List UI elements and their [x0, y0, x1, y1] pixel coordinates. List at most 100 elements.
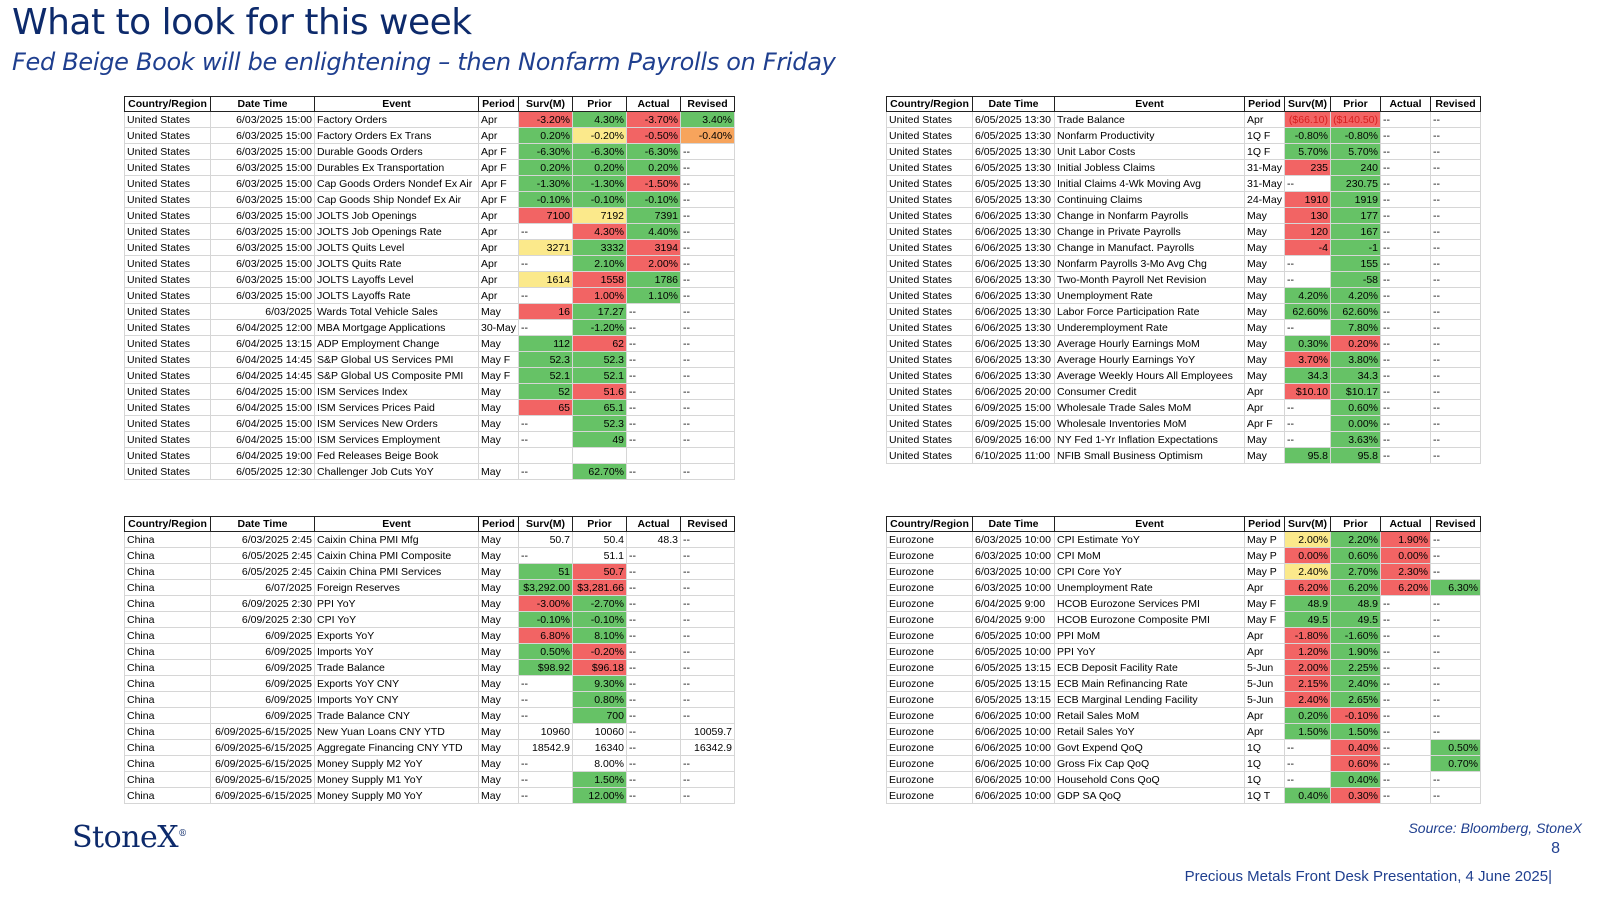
cell-survey: --	[518, 675, 573, 692]
cell-country: United States	[886, 351, 973, 368]
cell-datetime: 6/06/2025 10:00	[972, 739, 1055, 756]
cell-prior: 2.10%	[572, 255, 628, 272]
cell-period: May	[1243, 431, 1286, 448]
cell-prior: 62.60%	[1330, 303, 1382, 320]
cell-actual: --	[626, 643, 681, 660]
cell-revised: 3.40%	[680, 111, 736, 128]
table-row: Eurozone 6/03/2025 10:00 Unemployment Rate…	[886, 579, 1481, 596]
cell-prior: 0.60%	[1330, 755, 1381, 772]
column-header-country: Country/Region	[886, 96, 973, 112]
cell-event: Money Supply M2 YoY	[314, 755, 479, 772]
cell-actual: --	[626, 611, 681, 628]
cell-actual: --	[1380, 159, 1432, 176]
cell-revised: --	[1430, 723, 1481, 740]
cell-event: Durable Goods Orders	[314, 143, 479, 160]
column-header-event: Event	[1054, 516, 1245, 532]
cell-revised: --	[680, 271, 736, 288]
cell-country: China	[124, 723, 211, 740]
cell-revised: --	[1430, 223, 1482, 240]
cell-country: United States	[886, 207, 973, 224]
cell-prior: 4.30%	[572, 223, 628, 240]
cell-prior: 0.60%	[1330, 547, 1381, 564]
cell-prior: 48.9	[1330, 595, 1381, 612]
cell-revised: --	[1430, 707, 1481, 724]
cell-event: Average Weekly Hours All Employees	[1054, 367, 1245, 384]
cell-event: Change in Private Payrolls	[1054, 223, 1245, 240]
cell-survey: --	[518, 255, 574, 272]
cell-prior: 7192	[572, 207, 628, 224]
cell-revised: --	[1430, 351, 1482, 368]
cell-survey: 2.40%	[1284, 691, 1331, 708]
table-row: China 6/09/2025-6/15/2025 Aggregate Financ…	[124, 739, 735, 756]
cell-prior: $96.18	[572, 659, 627, 676]
cell-actual: 7391	[626, 207, 682, 224]
cell-period: May F	[1244, 611, 1285, 628]
cell-survey: 65	[518, 399, 574, 416]
cell-event: ADP Employment Change	[314, 335, 479, 352]
cell-revised: --	[1430, 771, 1481, 788]
cell-datetime: 6/09/2025-6/15/2025	[210, 787, 315, 804]
cell-survey: --	[1284, 319, 1332, 336]
table-row: United States 6/06/2025 13:30 Average Week…	[886, 367, 1482, 384]
cell-country: China	[124, 627, 211, 644]
cell-actual: --	[1380, 143, 1432, 160]
cell-datetime: 6/03/2025 15:00	[210, 239, 315, 256]
column-header-event: Event	[1054, 96, 1245, 112]
cell-actual: --	[626, 383, 682, 400]
table-row: China 6/09/2025 Trade Balance CNY May -- 700-…	[124, 707, 735, 724]
cell-period: Apr	[477, 255, 520, 272]
cell-revised: --	[680, 415, 736, 432]
table-row: United States 6/04/2025 13:15 ADP Employme…	[124, 335, 736, 352]
cell-datetime: 6/04/2025 12:00	[210, 319, 315, 336]
cell-period: May	[477, 415, 520, 432]
cell-period: 1Q	[1244, 771, 1285, 788]
cell-actual: --	[1380, 383, 1432, 400]
cell-country: United States	[124, 175, 211, 192]
cell-revised: --	[1430, 787, 1481, 804]
cell-event: ISM Services Prices Paid	[314, 399, 479, 416]
cell-event: Foreign Reserves	[314, 579, 479, 596]
cell-survey: 0.20%	[1284, 707, 1331, 724]
table-row: China 6/09/2025 Exports YoY May 6.80% 8.10% --…	[124, 627, 735, 644]
cell-survey: ($66.10)	[1284, 111, 1332, 128]
cell-period: May F	[477, 351, 520, 368]
cell-country: Eurozone	[886, 771, 973, 788]
cell-revised: --	[1430, 415, 1482, 432]
cell-period: Apr F	[1243, 415, 1286, 432]
cell-actual: -0.50%	[626, 127, 682, 144]
cell-actual: 1.90%	[1380, 531, 1431, 548]
cell-revised: --	[680, 223, 736, 240]
cell-event: JOLTS Layoffs Level	[314, 271, 479, 288]
cell-prior: 0.20%	[1330, 335, 1382, 352]
cell-event: Trade Balance	[314, 659, 479, 676]
cell-survey: 2.40%	[1284, 563, 1331, 580]
cell-survey: 6.80%	[518, 627, 573, 644]
cell-revised: --	[680, 351, 736, 368]
cell-actual: 0.00%	[1380, 547, 1431, 564]
cell-period: May	[1243, 287, 1286, 304]
cell-period: Apr	[1244, 579, 1285, 596]
cell-revised: --	[1430, 595, 1481, 612]
table-row: United States 6/10/2025 11:00 NFIB Small B…	[886, 447, 1482, 464]
cell-survey: 49.5	[1284, 611, 1331, 628]
cell-survey: 48.9	[1284, 595, 1331, 612]
cell-prior: 3.63%	[1330, 431, 1382, 448]
cell-survey: --	[518, 319, 574, 336]
cell-survey	[518, 447, 574, 464]
cell-event: Underemployment Rate	[1054, 319, 1245, 336]
table-row: China 6/09/2025 Exports YoY CNY May -- 9.30% -…	[124, 675, 735, 692]
cell-actual: 1786	[626, 271, 682, 288]
cell-revised: --	[1430, 303, 1482, 320]
cell-datetime: 6/04/2025 15:00	[210, 399, 315, 416]
table-row: United States 6/06/2025 13:30 Average Hour…	[886, 335, 1482, 352]
cell-actual: --	[626, 319, 682, 336]
cell-survey: 1.20%	[1284, 643, 1331, 660]
cell-country: United States	[124, 239, 211, 256]
cell-datetime: 6/04/2025 15:00	[210, 415, 315, 432]
cell-datetime: 6/09/2025	[210, 675, 315, 692]
cell-datetime: 6/05/2025 10:00	[972, 627, 1055, 644]
cell-event: Cap Goods Ship Nondef Ex Air	[314, 191, 479, 208]
column-header-prior: Prior	[572, 96, 628, 112]
cell-prior: 49.5	[1330, 611, 1381, 628]
table-row: United States 6/04/2025 15:00 ISM Services…	[124, 415, 736, 432]
